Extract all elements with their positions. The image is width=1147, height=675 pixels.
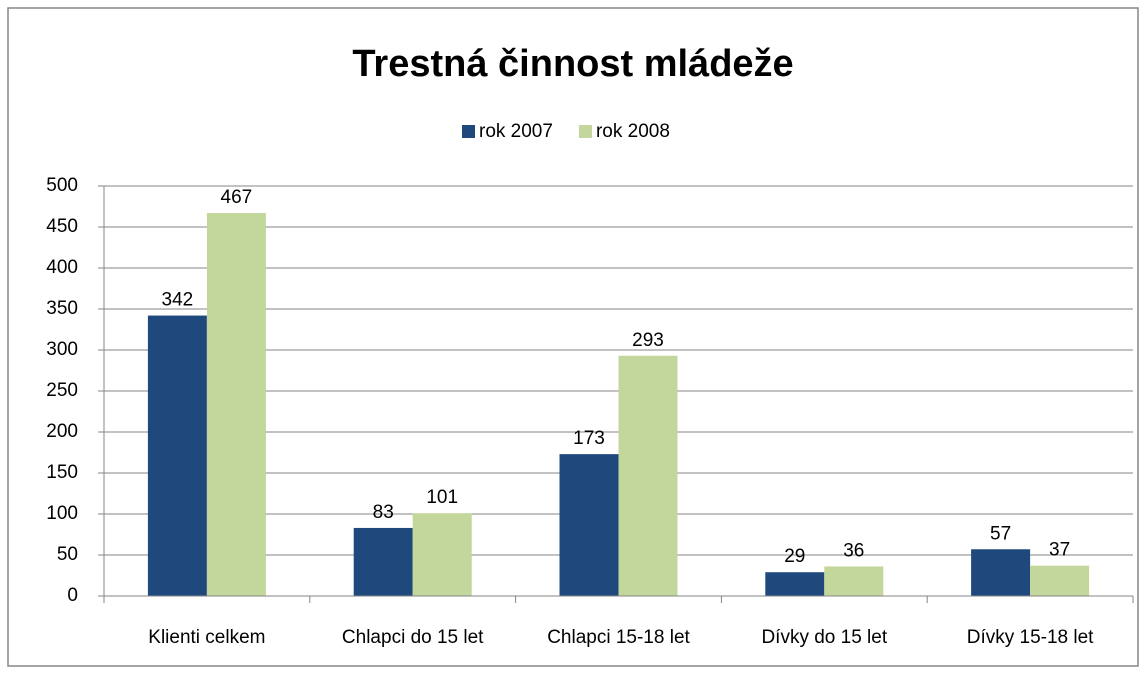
bar <box>1030 565 1090 596</box>
y-tick-label: 150 <box>46 462 78 483</box>
legend-swatch <box>578 125 592 138</box>
data-label: 29 <box>784 546 805 567</box>
bar <box>353 527 413 596</box>
y-tick-label: 100 <box>46 503 78 524</box>
x-tick-label: Dívky do 15 let <box>761 627 887 648</box>
data-label: 36 <box>843 540 864 561</box>
bar <box>412 513 472 596</box>
y-tick-label: 50 <box>57 544 78 565</box>
y-tick-label: 400 <box>46 257 78 278</box>
bar <box>971 549 1031 596</box>
data-label: 342 <box>162 290 194 311</box>
data-label: 83 <box>373 502 394 523</box>
data-label: 57 <box>990 523 1011 544</box>
bar <box>206 213 266 596</box>
x-tick-label: Chlapci do 15 let <box>342 627 484 648</box>
bar <box>618 355 678 596</box>
chart-title: Trestná činnost mládeže <box>352 43 793 85</box>
data-label: 101 <box>426 487 458 508</box>
x-tick-label: Chlapci 15-18 let <box>547 627 690 648</box>
data-label: 37 <box>1049 540 1070 561</box>
y-tick-label: 450 <box>46 216 78 237</box>
x-tick-label: Dívky 15-18 let <box>967 627 1094 648</box>
y-tick-label: 300 <box>46 339 78 360</box>
data-label: 293 <box>632 330 664 351</box>
bar <box>824 566 884 596</box>
y-tick-label: 200 <box>46 421 78 442</box>
x-tick-label: Klienti celkem <box>148 627 265 648</box>
legend-label: rok 2007 <box>479 121 553 142</box>
data-label: 173 <box>573 428 605 449</box>
y-tick-label: 0 <box>67 585 78 606</box>
data-label: 467 <box>221 187 253 208</box>
bar <box>765 572 825 596</box>
legend-swatch <box>462 125 475 138</box>
y-tick-label: 500 <box>46 175 78 196</box>
bar <box>147 315 207 596</box>
y-tick-label: 350 <box>46 298 78 319</box>
legend-label: rok 2008 <box>596 121 670 142</box>
bar <box>559 454 619 596</box>
y-tick-label: 250 <box>46 380 78 401</box>
